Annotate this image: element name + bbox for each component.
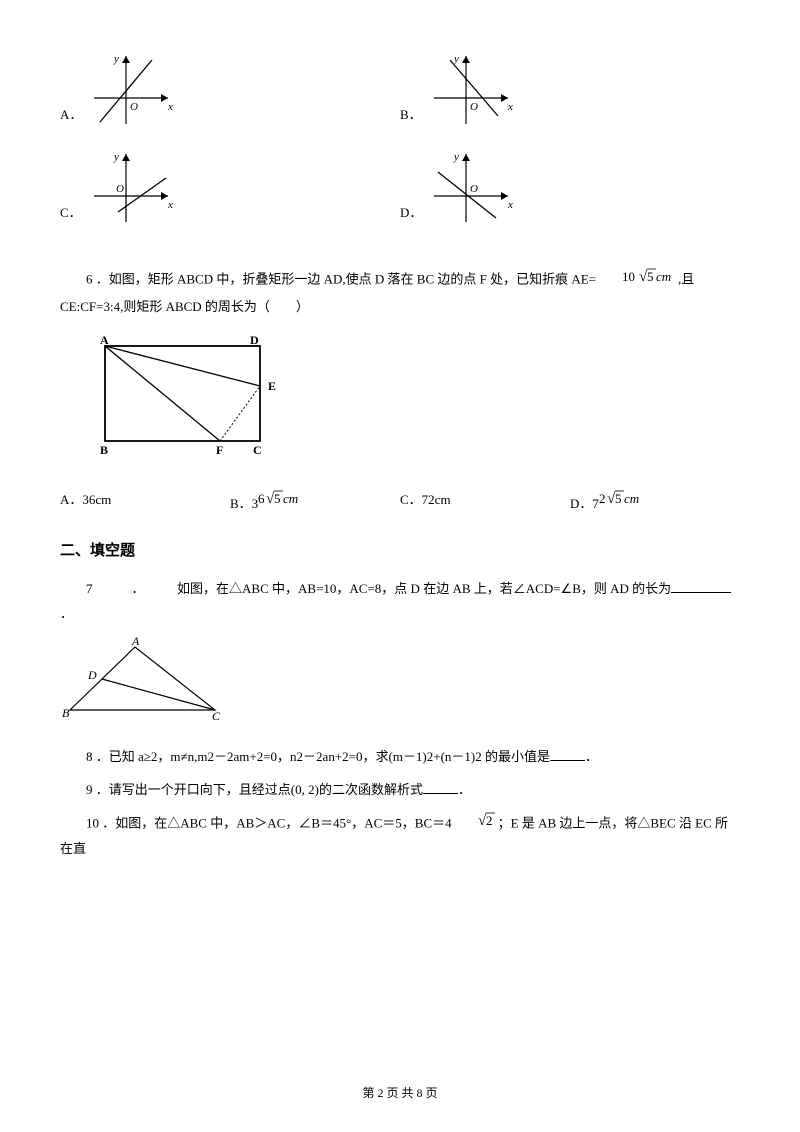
- svg-text:5: 5: [647, 269, 654, 284]
- q9-blank[interactable]: [423, 780, 458, 794]
- q7-text: 7 ． 如图，在△ABC 中，AB=10，AC=8，点 D 在边 AB 上，若∠…: [60, 577, 740, 626]
- q6-opt-C[interactable]: C．72cm: [400, 488, 570, 517]
- svg-text:O: O: [470, 183, 478, 195]
- q6-prefix: 6 ．如图，矩形 ABCD 中，折叠矩形一边 AD,使点 D 落在 BC 边的点…: [86, 271, 596, 286]
- q6-opt-B[interactable]: B．36√5cm: [230, 488, 400, 517]
- svg-text:2: 2: [599, 491, 606, 506]
- q8-blank[interactable]: [550, 747, 585, 761]
- option-C[interactable]: C． x y O: [60, 148, 400, 228]
- svg-text:B: B: [100, 443, 108, 457]
- svg-text:y: y: [453, 151, 459, 163]
- svg-text:O: O: [470, 101, 478, 113]
- svg-text:C: C: [212, 709, 221, 723]
- option-label: B．: [400, 103, 422, 128]
- svg-text:5: 5: [615, 491, 622, 506]
- q6-opt-D[interactable]: D．72√5cm: [570, 488, 740, 517]
- option-label: A．: [60, 103, 82, 128]
- q9-text: 9 ．请写出一个开口向下，且经过点(0, 2)的二次函数解析式．: [60, 778, 740, 803]
- option-label: D．: [400, 201, 422, 226]
- q8-text: 8 ．已知 a≥2，m≠n,m2－2am+2=0，n2－2an+2=0，求(m－…: [60, 745, 740, 770]
- q5-options: A． x y O B． x y O: [60, 50, 740, 246]
- svg-text:x: x: [167, 101, 173, 113]
- svg-text:cm: cm: [283, 491, 298, 506]
- svg-text:A: A: [131, 635, 140, 648]
- section-2-heading: 二、填空题: [60, 537, 740, 566]
- q6-ae-value: 10√5cm: [596, 266, 678, 295]
- svg-text:y: y: [453, 53, 459, 65]
- axis-graph-A: x y O: [86, 50, 176, 130]
- svg-text:x: x: [507, 101, 513, 113]
- option-A[interactable]: A． x y O: [60, 50, 400, 130]
- svg-text:10: 10: [622, 269, 635, 284]
- svg-text:O: O: [130, 101, 138, 113]
- svg-text:F: F: [216, 443, 223, 457]
- svg-text:cm: cm: [656, 269, 671, 284]
- svg-text:x: x: [507, 199, 513, 211]
- axis-graph-C: x y O: [86, 148, 176, 228]
- q6-text: 6 ．如图，矩形 ABCD 中，折叠矩形一边 AD,使点 D 落在 BC 边的点…: [60, 266, 740, 319]
- q7-blank[interactable]: [671, 579, 731, 593]
- svg-text:y: y: [113, 53, 119, 65]
- svg-text:B: B: [62, 706, 70, 720]
- q7-figure: A B C D: [60, 635, 740, 734]
- svg-text:2: 2: [486, 813, 493, 828]
- option-B[interactable]: B． x y O: [400, 50, 740, 130]
- svg-text:5: 5: [274, 491, 281, 506]
- svg-text:y: y: [113, 151, 119, 163]
- svg-text:O: O: [116, 183, 124, 195]
- axis-graph-B: x y O: [426, 50, 516, 130]
- svg-text:D: D: [87, 668, 97, 682]
- page-footer: 第 2 页 共 8 页: [0, 1082, 800, 1105]
- q6-opt-A[interactable]: A．36cm: [60, 488, 230, 517]
- svg-text:E: E: [268, 379, 276, 393]
- svg-text:cm: cm: [624, 491, 639, 506]
- svg-text:D: D: [250, 334, 259, 347]
- q6-figure: A D B C E F: [90, 334, 740, 473]
- q10-text: 10 ．如图，在△ABC 中，AB＞AC，∠B＝45°，AC＝5，BC＝4√2；…: [60, 811, 740, 862]
- option-D[interactable]: D． x y O: [400, 148, 740, 228]
- q6-options: A．36cm B．36√5cm C．72cm D．72√5cm: [60, 488, 740, 517]
- option-label: C．: [60, 201, 82, 226]
- svg-text:6: 6: [258, 491, 265, 506]
- svg-text:C: C: [253, 443, 262, 457]
- axis-graph-D: x y O: [426, 148, 516, 228]
- svg-text:x: x: [167, 199, 173, 211]
- svg-text:A: A: [100, 334, 109, 347]
